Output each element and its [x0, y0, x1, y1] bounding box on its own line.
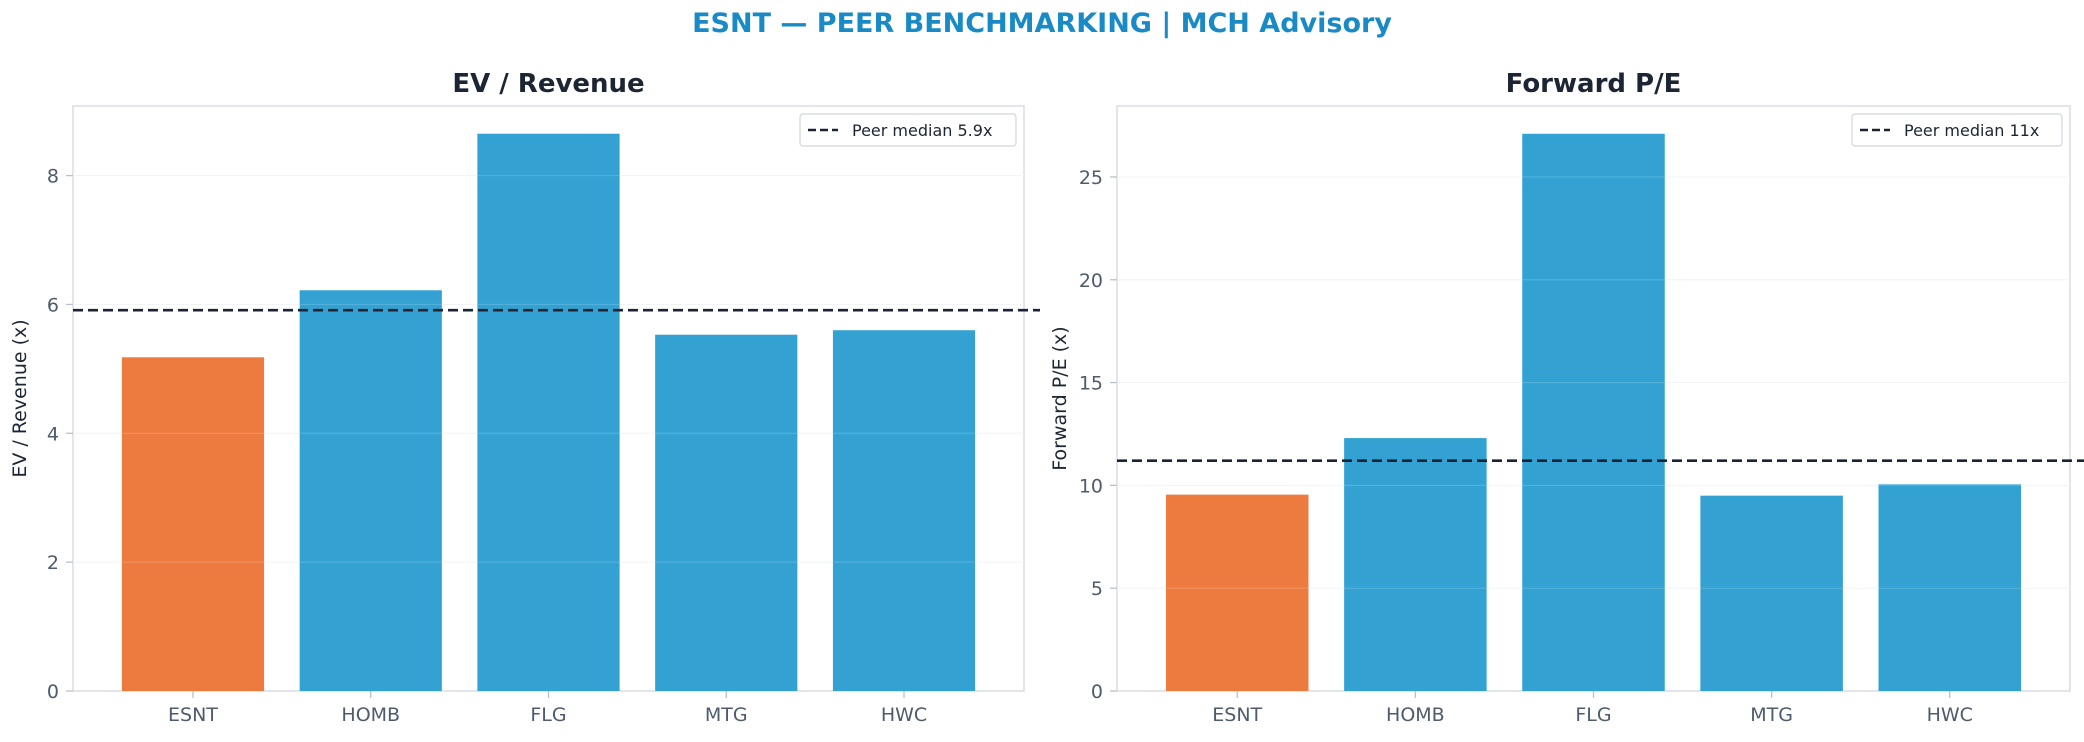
bar-hwc: [1878, 484, 2022, 691]
bar-esnt: [121, 357, 265, 691]
bar-esnt: [1165, 494, 1309, 691]
legend-label: Peer median 11x: [1904, 121, 2039, 140]
x-tick-label: FLG: [530, 704, 566, 726]
x-tick-label: MTG: [1750, 704, 1793, 726]
x-tick-label: MTG: [705, 704, 748, 726]
bar-hwc: [832, 330, 976, 691]
x-tick-label: HOMB: [341, 704, 400, 726]
x-tick-label: ESNT: [168, 704, 218, 726]
y-tick-label: 4: [47, 423, 59, 445]
y-tick-label: 0: [47, 681, 59, 703]
chart-panel-2: 0 5 10 15 20 25 ESNT HOMB FLG MTG HWC Peer median 1…: [1049, 69, 2084, 726]
y-tick-label: 10: [1079, 475, 1103, 497]
x-tick-label: HWC: [1927, 704, 1973, 726]
legend: [1851, 113, 2063, 147]
figure-title: ESNT — PEER BENCHMARKING | MCH Advisory: [692, 8, 1392, 39]
y-axis-label: Forward P/E (x): [1049, 326, 1071, 470]
chart-title: Forward P/E: [1506, 69, 1682, 99]
bar-homb: [299, 290, 442, 691]
y-axis-label: EV / Revenue (x): [9, 319, 31, 477]
y-tick-label: 8: [47, 166, 59, 188]
bar-mtg: [1700, 495, 1843, 691]
bar-mtg: [655, 334, 798, 691]
y-tick-label: 20: [1079, 270, 1103, 292]
y-tick-label: 15: [1079, 373, 1103, 395]
bar-homb: [1344, 438, 1487, 691]
chart-title: EV / Revenue: [452, 69, 644, 99]
y-tick-label: 0: [1091, 681, 1103, 703]
y-tick-label: 25: [1079, 167, 1103, 189]
x-tick-label: HWC: [881, 704, 927, 726]
x-tick-label: FLG: [1575, 704, 1611, 726]
x-tick-label: HOMB: [1386, 704, 1445, 726]
bar-flg: [477, 133, 620, 692]
chart-panel-1: 0 2 4 6 8 ESNT HOMB FLG MTG HWC Peer median 5.9x EV…: [9, 69, 1040, 726]
y-tick-label: 5: [1091, 578, 1103, 600]
legend-label: Peer median 5.9x: [852, 121, 992, 140]
x-tick-label: ESNT: [1212, 704, 1262, 726]
legend: [799, 113, 1017, 147]
y-tick-label: 6: [47, 294, 59, 316]
y-tick-label: 2: [47, 552, 59, 574]
bar-flg: [1522, 133, 1665, 692]
